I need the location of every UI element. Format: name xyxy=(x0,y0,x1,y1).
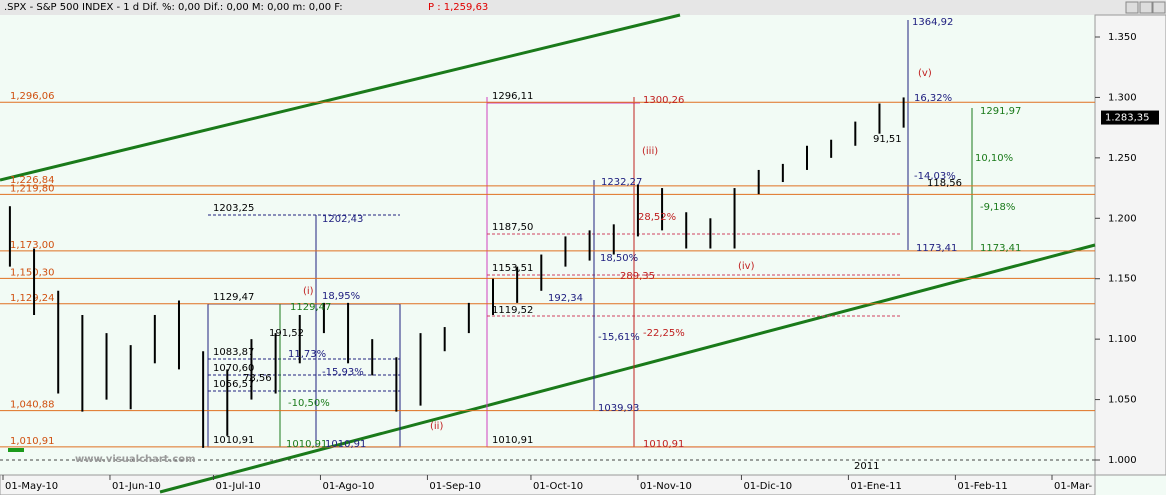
annotation: 1010,91 xyxy=(492,435,533,446)
annotation: 1083,87 xyxy=(213,347,254,358)
x-tick-label: 01-Jul-10 xyxy=(215,481,260,492)
annotation: 28,52% xyxy=(638,212,676,223)
x-tick-label: 01-Dic-10 xyxy=(743,481,792,492)
trend-line xyxy=(0,13,681,182)
last-price-label: 1.283,35 xyxy=(1105,113,1150,124)
price-axis-panel xyxy=(1094,14,1166,476)
annotation: 118,56 xyxy=(927,178,962,189)
annotation: 192,34 xyxy=(548,293,583,304)
marker xyxy=(8,448,24,452)
y-tick-label: 1.100 xyxy=(1108,334,1137,345)
annotation: 1300,26 xyxy=(643,95,684,106)
annotation: 1187,50 xyxy=(492,222,533,233)
annotation: -14,03% xyxy=(914,171,956,182)
annotation: 91,51 xyxy=(873,134,902,145)
annotation: 1296,11 xyxy=(492,91,533,102)
annotation: 289,35 xyxy=(620,271,655,282)
maximize-button[interactable] xyxy=(1139,1,1153,14)
annotation: 1173,41 xyxy=(916,243,957,254)
annotation: (v) xyxy=(918,68,932,79)
annotation: 1364,92 xyxy=(912,17,953,28)
annotation: 1232,27 xyxy=(601,177,642,188)
annotation: -10,50% xyxy=(288,398,330,409)
annotation: 1173,41 xyxy=(980,243,1021,254)
y-tick-label: 1.050 xyxy=(1108,395,1137,406)
annotation: 78,56 xyxy=(243,373,272,384)
x-tick-label: 01-Sep-10 xyxy=(429,481,481,492)
y-tick-label: 1.350 xyxy=(1108,32,1137,43)
y-tick-label: 1.200 xyxy=(1108,213,1137,224)
x-tick-label: 01-Oct-10 xyxy=(533,481,583,492)
header-text: .SPX - S&P 500 INDEX - 1 d Dif. %: 0,00 … xyxy=(4,2,343,13)
y-tick-label: 1.150 xyxy=(1108,274,1137,285)
annotation: 1129,47 xyxy=(290,302,331,313)
minimize-button[interactable] xyxy=(1125,1,1139,14)
level-label: 1,173,00 xyxy=(10,240,55,251)
x-tick-label: 01-Feb-11 xyxy=(957,481,1007,492)
level-label: 1,129,24 xyxy=(10,293,55,304)
annotation: (i) xyxy=(303,286,314,297)
annotation: 1010,91 xyxy=(325,439,366,450)
annotation: -22,25% xyxy=(643,328,685,339)
y-tick-label: 1.000 xyxy=(1108,455,1137,466)
annotation: 1153,51 xyxy=(492,263,533,274)
annotation: 1203,25 xyxy=(213,203,254,214)
annotation: 18,50% xyxy=(600,253,638,264)
annotation: 16,32% xyxy=(914,93,952,104)
annotation: 1056,57 xyxy=(213,379,254,390)
annotation: (iv) xyxy=(738,261,755,272)
annotation: www.visualchart.com xyxy=(75,454,196,465)
level-label: 1,010,91 xyxy=(10,436,55,447)
annotation: 1070,60 xyxy=(213,363,254,374)
annotation: 1202,43 xyxy=(322,214,363,225)
last-price-box xyxy=(1101,110,1159,125)
x-tick-label: 01-Jun-10 xyxy=(112,481,161,492)
annotation: (iii) xyxy=(642,146,658,157)
x-tick-label: 01-Ene-11 xyxy=(850,481,901,492)
x-tick-label: 01-May-10 xyxy=(5,481,58,492)
annotation: 1039,93 xyxy=(598,403,639,414)
annotation: -15,93% xyxy=(322,367,364,378)
close-button[interactable] xyxy=(1152,1,1166,14)
level-label: 1,226,84 xyxy=(10,175,55,186)
annotation: 1129,47 xyxy=(213,292,254,303)
level-label: 1,219,80 xyxy=(10,183,55,194)
annotation: 1010,91 xyxy=(286,439,327,450)
trend-line xyxy=(159,243,1096,494)
date-axis-panel xyxy=(0,474,1096,495)
header-bar xyxy=(0,0,1166,15)
level-label: 1,040,88 xyxy=(10,400,55,411)
x-tick-label: 01-Ago-10 xyxy=(322,481,374,492)
annotation: 1010,91 xyxy=(213,435,254,446)
level-label: 1,296,06 xyxy=(10,91,55,102)
y-tick-label: 1.250 xyxy=(1108,153,1137,164)
annotation: 2011 xyxy=(854,461,879,472)
annotation: -15,61% xyxy=(598,332,640,343)
annotation: 11,73% xyxy=(288,349,326,360)
x-tick-label: 01-Nov-10 xyxy=(640,481,692,492)
annotation: 18,95% xyxy=(322,291,360,302)
y-tick-label: 1.300 xyxy=(1108,92,1137,103)
annotation: (ii) xyxy=(430,421,443,432)
annotation: 10,10% xyxy=(975,153,1013,164)
annotation: 1119,52 xyxy=(492,305,533,316)
annotation: 1010,91 xyxy=(643,439,684,450)
annotation: 191,52 xyxy=(269,328,304,339)
annotation: 1291,97 xyxy=(980,106,1021,117)
header-price: P : 1,259,63 xyxy=(428,2,488,13)
level-label: 1,150,30 xyxy=(10,267,55,278)
x-tick-label: 01-Mar- xyxy=(1054,481,1093,492)
annotation: -9,18% xyxy=(980,202,1015,213)
